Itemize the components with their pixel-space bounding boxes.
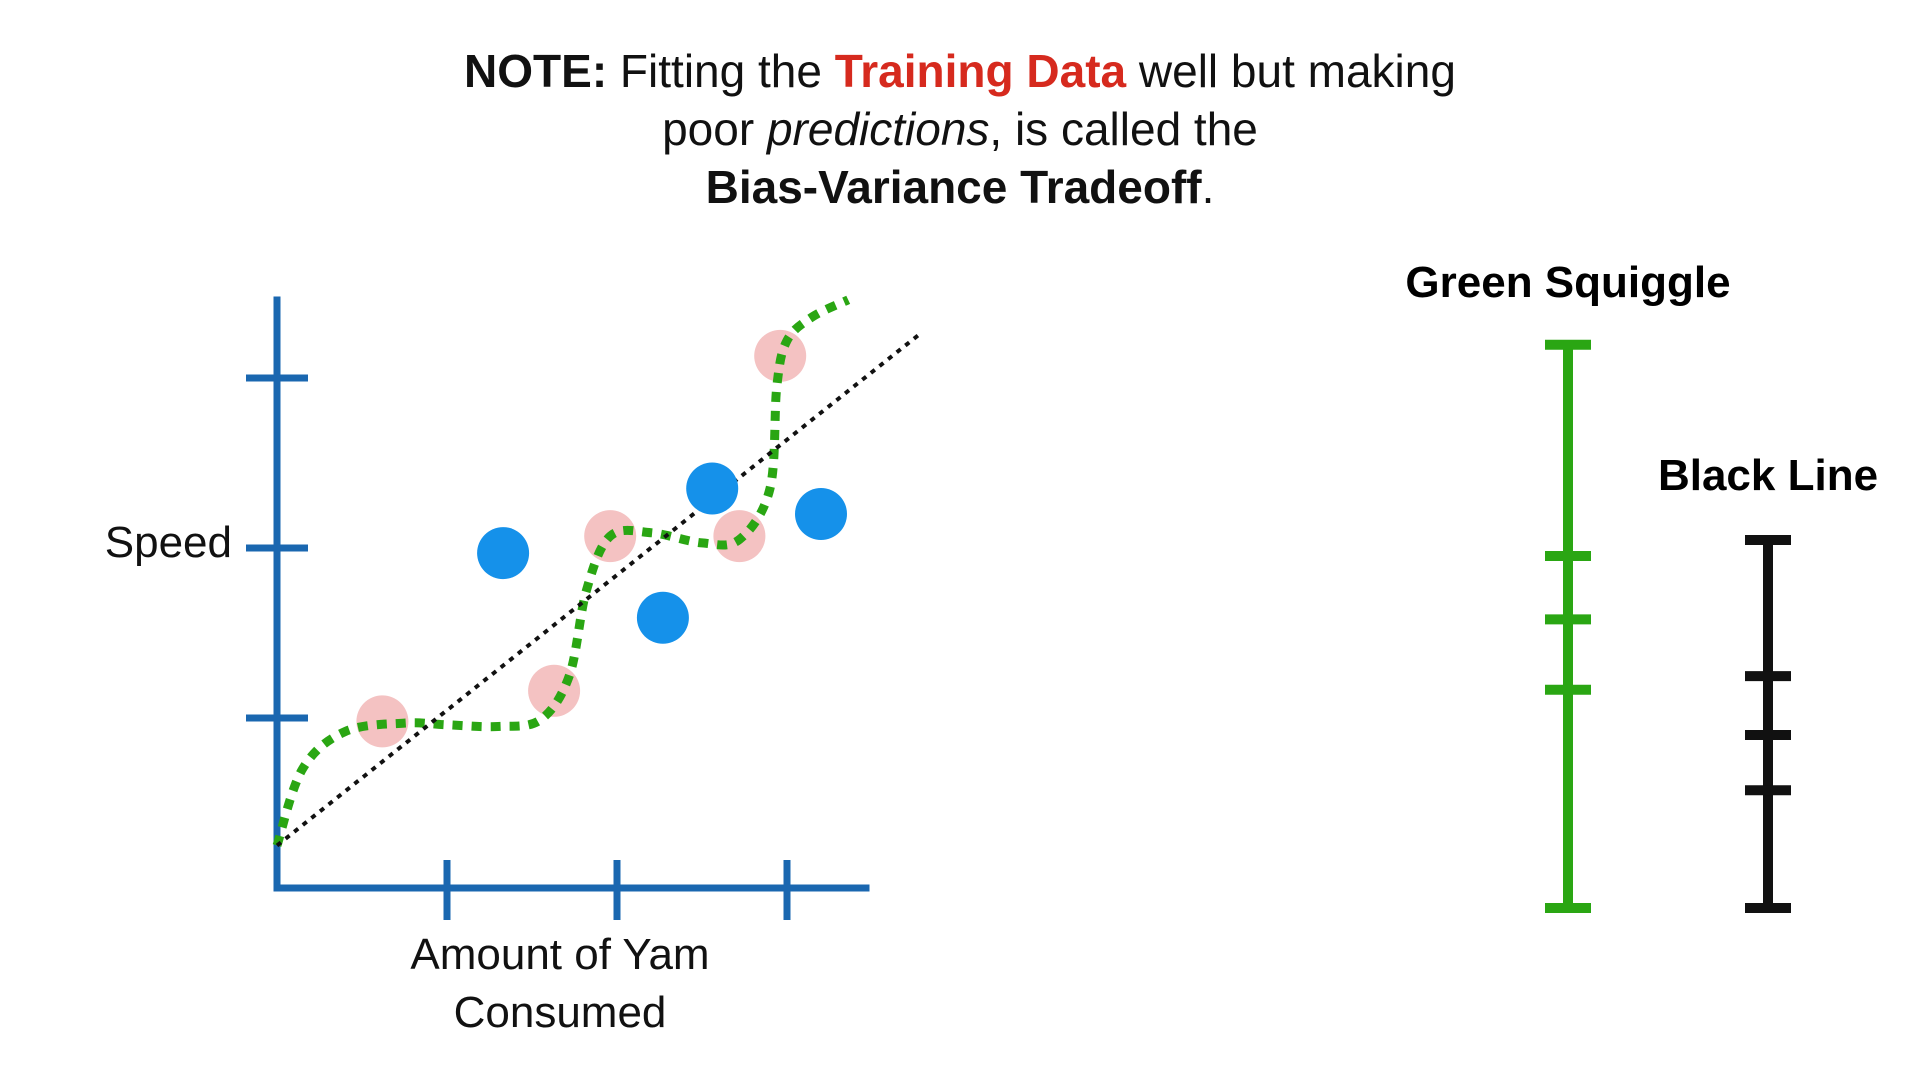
variance-comparison: Green Squiggle Black Line [1405,258,1878,913]
plot-axes [246,296,870,920]
black-line-error-bar [1745,535,1791,913]
note-label: NOTE: [464,45,608,97]
green-squiggle-error-bar [1545,339,1591,913]
note-text-2: well but making [1126,45,1456,97]
tradeoff-term: Bias-Variance Tradeoff [705,161,1202,213]
note-text: NOTE: Fitting the Training Data well but… [0,42,1920,216]
note-line-2: poor predictions, is called the [0,100,1920,158]
scatter-plot: Speed Amount of Yam Consumed [105,295,920,1037]
note-term-end: . [1201,161,1215,213]
black-line-title: Black Line [1658,451,1878,500]
green-squiggle-title: Green Squiggle [1405,258,1730,307]
testing-point [686,462,739,515]
x-axis-label-line-2: Consumed [454,988,667,1037]
note-text-3: poor [662,103,767,155]
black-fit-line [275,333,920,848]
note-line-1: NOTE: Fitting the Training Data well but… [0,42,1920,100]
testing-point [477,527,530,580]
note-text-1: Fitting the [607,45,835,97]
testing-points-group [477,462,847,644]
note-line-3: Bias-Variance Tradeoff. [0,158,1920,216]
training-point [528,664,581,717]
fit-lines-group [272,295,920,848]
testing-point [795,488,847,540]
note-text-4: , is called the [989,103,1258,155]
predictions-italic: predictions [766,103,990,155]
testing-point [636,591,689,644]
green-squiggle-line [272,295,851,847]
y-axis-label: Speed [105,518,232,567]
training-data-highlight: Training Data [834,45,1127,97]
x-axis-label-line-1: Amount of Yam [410,930,709,979]
